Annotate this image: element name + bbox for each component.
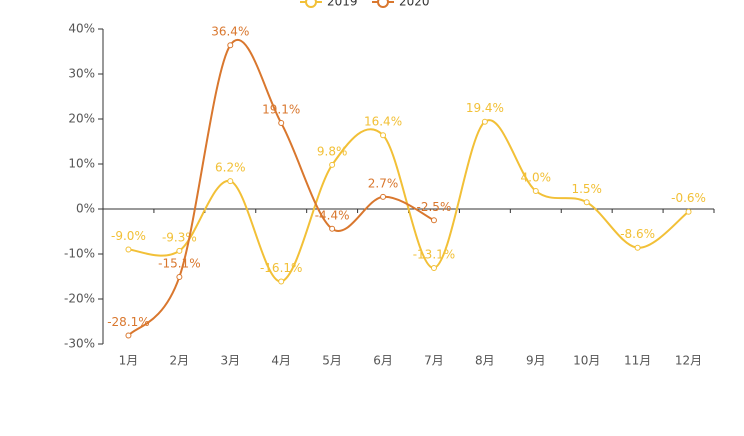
x-tick-label: 7月 [424,354,444,368]
point [329,161,336,168]
data-label: 16.4% [364,115,402,129]
point [176,273,183,280]
x-tick-label: 10月 [573,354,600,368]
x-tick-label: 1月 [119,354,139,368]
point [176,247,183,254]
data-label: 4.0% [521,171,552,185]
x-tick-label: 8月 [475,354,495,368]
legend-label: 2019 [327,0,358,9]
x-tick-label: 3月 [220,354,240,368]
data-label: -9.0% [111,229,146,243]
data-label: -4.4% [315,208,350,222]
point [227,42,234,49]
x-tick-label: 2月 [170,354,190,368]
y-tick-label: 20% [68,112,95,126]
series-line [127,38,435,337]
point [430,264,437,271]
data-label: -15.1% [158,256,200,270]
x-tick-label: 9月 [526,354,546,368]
legend-marker [377,0,389,8]
data-label: 6.2% [215,161,246,175]
y-tick-label: 0% [76,202,95,216]
data-label: 1.5% [571,182,602,196]
legend-marker [305,0,317,8]
point [329,225,336,232]
y-tick-label: -20% [64,292,95,306]
data-label: 19.1% [262,103,300,117]
data-label: -8.6% [620,227,655,241]
point [481,118,488,125]
data-label: -28.1% [107,315,149,329]
point [278,120,285,127]
point [532,188,539,194]
legend-label: 2020 [399,0,430,9]
point [583,199,590,206]
x-tick-label: 4月 [271,354,291,368]
point [430,217,437,224]
y-tick-label: -10% [64,247,95,261]
x-tick-label: 12月 [675,354,702,368]
point [380,193,387,200]
data-label: -9.3% [162,230,197,244]
y-tick-label: 10% [68,157,95,171]
data-label: -2.5% [417,200,452,214]
x-tick-label: 6月 [373,354,393,368]
y-tick-label: 40% [68,22,95,36]
x-tick-label: 11月 [624,354,651,368]
point [125,332,132,339]
point [685,208,692,215]
point [227,178,234,185]
point [634,244,641,251]
data-label: 19.4% [466,101,504,115]
data-label: -0.6% [671,191,706,205]
series-line [128,119,690,283]
data-label: 9.8% [317,144,348,158]
x-tick-label: 5月 [322,354,342,368]
data-label: -16.1% [260,261,302,275]
y-tick-label: -30% [64,337,95,351]
data-label: 36.4% [211,25,249,39]
data-label: -13.1% [413,247,455,261]
point [380,132,387,139]
y-tick-label: 30% [68,67,95,81]
point [125,246,132,253]
point [278,278,285,285]
data-label: 2.7% [368,176,399,190]
